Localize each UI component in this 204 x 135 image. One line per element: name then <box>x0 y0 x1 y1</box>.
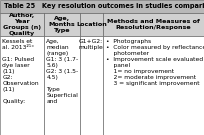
Text: G1+G2:
multiple: G1+G2: multiple <box>79 39 104 50</box>
Bar <box>80 36 103 135</box>
Text: Location: Location <box>76 22 107 27</box>
Bar <box>44 36 80 135</box>
Bar <box>44 13 80 36</box>
Text: Methods and Measures of
Resolution/Response: Methods and Measures of Resolution/Respo… <box>107 19 200 30</box>
Bar <box>103 36 204 135</box>
Text: •  Photographs
•  Color measured by reflectance
    photometer
•  Improvement sc: • Photographs • Color measured by reflec… <box>105 39 204 86</box>
Bar <box>0 0 204 13</box>
Bar <box>0 13 44 36</box>
Bar <box>0 36 44 135</box>
Text: Age,
Months
Type: Age, Months Type <box>48 16 75 33</box>
Text: Kessels et
al. 2013²¹°

G1: Pulsed
dye laser
(11)
G2:
Observation
(11)

Quality:: Kessels et al. 2013²¹° G1: Pulsed dye la… <box>2 39 39 104</box>
Text: Age,
median
(range)
G1: 3 (1.7-
5.6)
G2: 3 (1.5-
4.5)

Type
Superficial
and: Age, median (range) G1: 3 (1.7- 5.6) G2:… <box>46 39 79 104</box>
Text: Author,
Year
Groups (n)
Quality: Author, Year Groups (n) Quality <box>3 13 41 36</box>
Bar <box>103 13 204 36</box>
Text: Table 25   Key resolution outcomes in studies comparing PDL and observation: Table 25 Key resolution outcomes in stud… <box>4 3 204 9</box>
Bar <box>80 13 103 36</box>
